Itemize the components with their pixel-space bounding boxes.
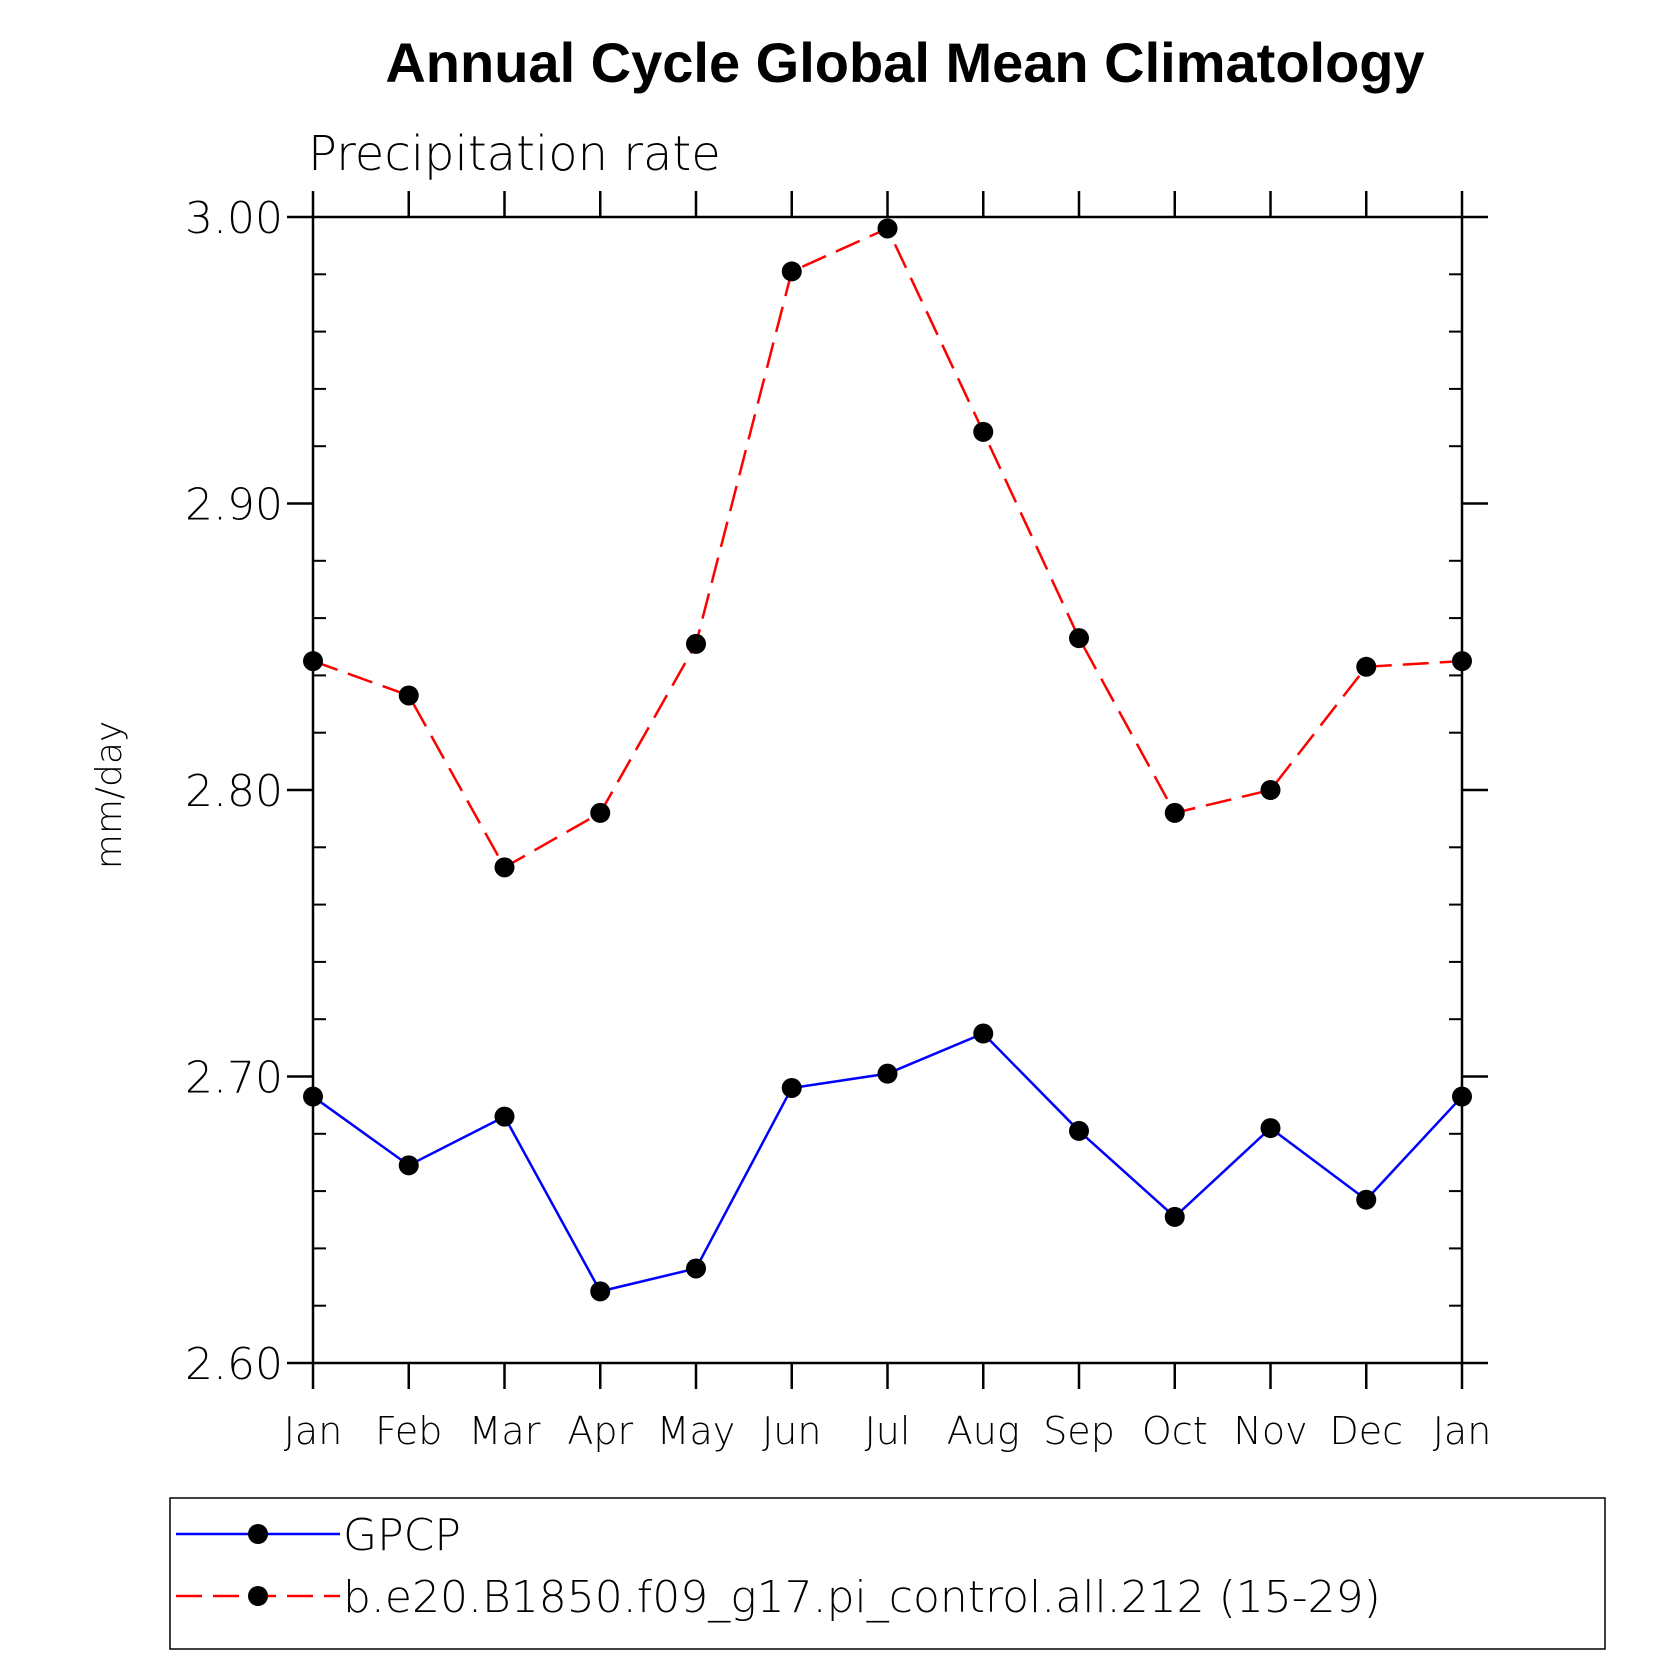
legend-marker (248, 1586, 268, 1606)
data-point (781, 261, 802, 282)
data-point (1452, 1086, 1472, 1107)
data-point (1164, 802, 1185, 823)
y-tick-label: 3.00 (185, 193, 283, 244)
data-point (1069, 1120, 1089, 1141)
x-tick-label: Feb (375, 1409, 442, 1453)
x-tick-label: May (657, 1409, 736, 1453)
data-point (1260, 1118, 1281, 1139)
y-axis-label: mm/day (89, 721, 130, 869)
data-point (877, 1063, 898, 1084)
x-tick-label: Apr (567, 1409, 633, 1453)
legend-item-2: b.e20.B1850.f09_g17.pi_control.all.212 (… (176, 1572, 1381, 1623)
data-point (1069, 628, 1089, 649)
data-point (686, 633, 706, 654)
x-tick-label: Aug (947, 1409, 1020, 1453)
data-point (1356, 1189, 1377, 1210)
chart-subtitle: Precipitation rate (308, 126, 721, 182)
series-2 (303, 218, 1472, 878)
data-point (1356, 656, 1377, 677)
y-tick-label: 2.70 (185, 1053, 283, 1104)
x-tick-label: Nov (1233, 1409, 1307, 1453)
legend-label: GPCP (343, 1510, 461, 1561)
data-point (1164, 1206, 1185, 1227)
data-point (781, 1077, 802, 1098)
data-point (494, 857, 515, 878)
legend-label: b.e20.B1850.f09_g17.pi_control.all.212 (… (343, 1572, 1381, 1623)
series-1 (303, 1023, 1472, 1302)
data-point (398, 1155, 419, 1176)
x-tick-label: Dec (1329, 1409, 1403, 1453)
y-tick-label: 2.80 (185, 766, 283, 817)
data-point (494, 1106, 515, 1127)
x-tick-labels: Jan Feb Mar Apr May Jun Jul Aug Sep Oct Nov Dec Jan (284, 1409, 1492, 1453)
y-tick-label: 2.90 (185, 480, 283, 531)
legend-box (169, 1497, 1606, 1650)
data-point (590, 1281, 611, 1302)
data-point (303, 1086, 323, 1107)
y-tick-label: 2.60 (185, 1339, 283, 1390)
x-tick-label: Jun (762, 1409, 821, 1453)
series-line (312, 226, 1463, 870)
data-point (1260, 780, 1281, 800)
x-tick-label: Jul (865, 1409, 911, 1453)
legend-item-1: GPCP (176, 1510, 461, 1561)
data-point (398, 685, 419, 706)
x-tick-label: Mar (469, 1409, 541, 1453)
data-point (973, 421, 994, 442)
x-tick-label: Oct (1142, 1409, 1208, 1453)
x-tick-label: Sep (1043, 1409, 1115, 1453)
plot-frame (311, 215, 1464, 1365)
data-point (303, 651, 323, 672)
x-tick-label: Jan (284, 1409, 343, 1453)
data-point (877, 218, 898, 239)
data-point (686, 1258, 706, 1279)
data-point (1452, 651, 1472, 672)
x-tick-label: Jan (1433, 1409, 1492, 1453)
legend-marker (248, 1524, 268, 1544)
series-layer (303, 218, 1472, 1302)
legend: GPCP b.e20.B1850.f09_g17.pi_control.all.2… (176, 1510, 1381, 1623)
chart-title: Annual Cycle Global Mean Climatology (385, 31, 1424, 94)
y-tick-labels: 2.60 2.70 2.80 2.90 3.00 (185, 193, 283, 1390)
axis-ticks (287, 191, 1488, 1389)
data-point (590, 802, 611, 823)
data-point (973, 1023, 994, 1044)
